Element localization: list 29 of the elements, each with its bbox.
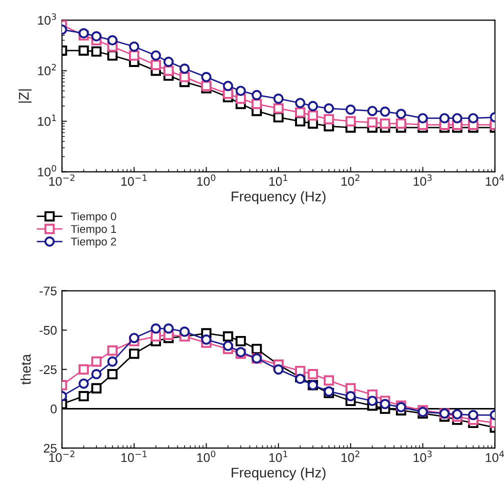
y-tick-label: 0 [50,404,57,414]
x-tick-label: 10$^{1}$ [269,450,288,462]
legend-label: Tiempo 2 [70,237,116,248]
x-axis-title: Frequency (Hz) [232,191,326,204]
x-axis-title: Frequency (Hz) [232,467,326,480]
x-tick-label: 10$^{2}$ [342,174,360,186]
y-axis-title: theta [20,354,31,385]
legend-label: Tiempo 1 [70,224,116,236]
x-tick-label: 10$^{−1}$ [121,174,147,186]
y-tick-label: -25 [40,365,57,374]
x-tick-label: 10$^{0}$ [197,174,216,186]
y-tick-label: -75 [40,286,57,296]
y-tick-label: 10$^{2}$ [38,64,56,76]
legend-label: Tiempo 0 [70,212,116,223]
y-tick-label: -50 [40,326,57,335]
y-tick-label: 10$^{0}$ [38,165,56,176]
x-tick-label: 10$^{1}$ [269,174,288,186]
y-tick-label: 10$^{1}$ [38,114,56,126]
y-tick-label: 10$^{3}$ [38,13,56,25]
x-tick-label: 10$^{4}$ [486,450,504,462]
x-tick-label: 10$^{3}$ [414,450,432,462]
x-tick-label: 10$^{0}$ [197,450,216,462]
x-tick-label: 10$^{−1}$ [121,450,147,462]
x-tick-label: 10$^{−2}$ [49,174,74,186]
x-tick-label: 10$^{4}$ [486,174,504,186]
y-axis-title: |Z| [18,89,32,103]
x-tick-label: 10$^{3}$ [414,174,432,186]
x-tick-label: 10$^{2}$ [342,450,360,462]
y-tick-label: 25 [44,444,57,453]
